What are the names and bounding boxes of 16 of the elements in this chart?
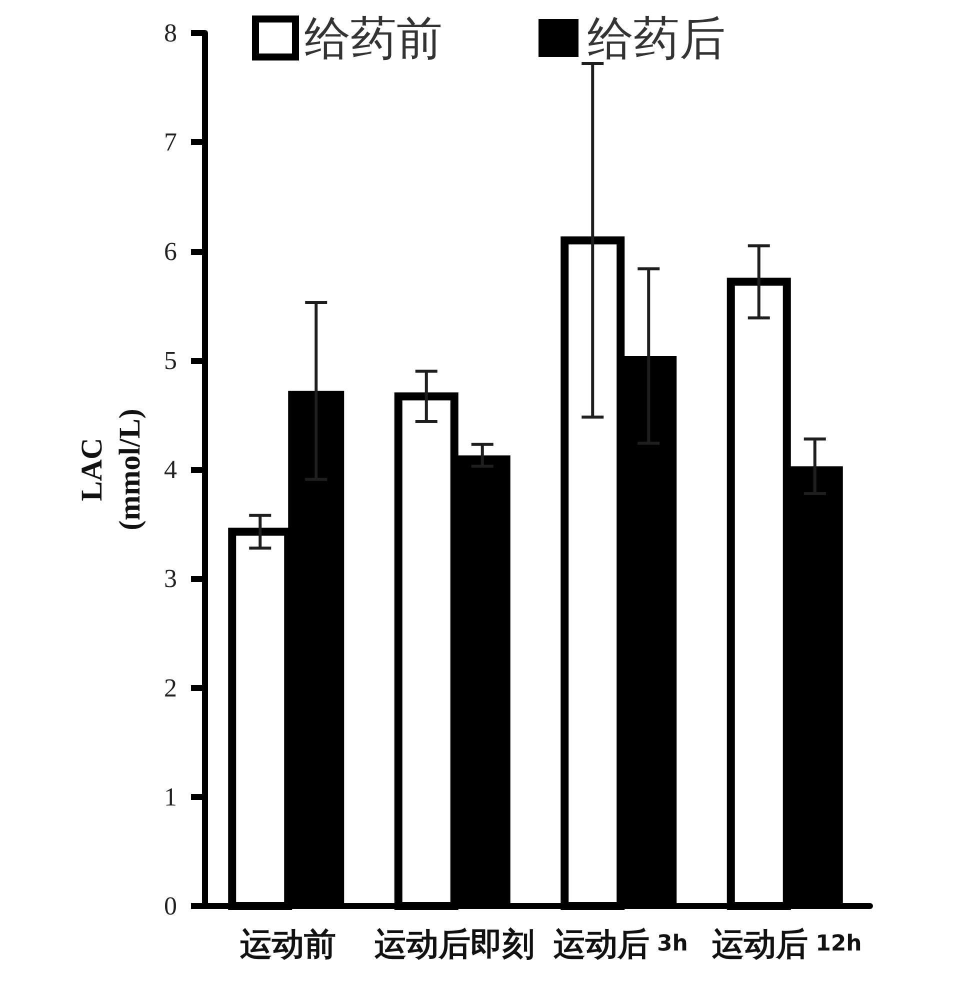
y-tick-label: 6: [164, 236, 177, 266]
legend-label: 给药前: [304, 11, 442, 65]
x-tick-label: 运动后 12h: [710, 925, 862, 963]
x-tick-label: 运动后 3h: [552, 925, 688, 963]
y-tick-label: 2: [164, 673, 177, 702]
y-tick-label: 0: [164, 892, 177, 920]
x-tick-label: 运动前: [239, 925, 336, 963]
y-axis-title: LAC (mmol/L): [76, 408, 146, 530]
y-tick-label: 7: [164, 128, 177, 157]
y-tick-label: 5: [164, 346, 177, 375]
y-tick-label: 1: [164, 782, 177, 812]
y-tick-label: 3: [164, 564, 177, 594]
legend-label: 给药后: [588, 11, 726, 65]
x-tick-label: 运动后即刻: [373, 925, 534, 963]
y-tick-label: 8: [164, 18, 177, 48]
y-tick-label: 4: [164, 455, 177, 484]
